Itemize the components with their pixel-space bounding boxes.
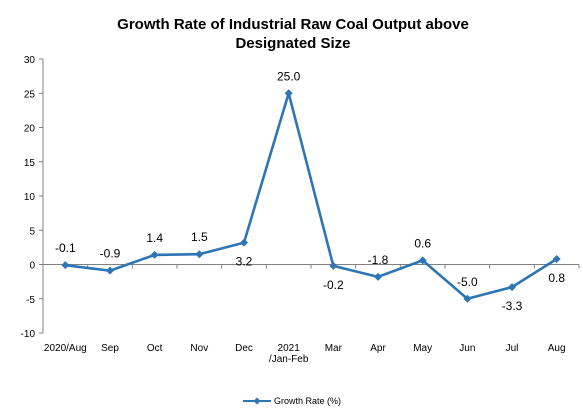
y-tick-label: 25 <box>24 89 36 100</box>
data-label: 1.5 <box>191 230 208 244</box>
y-axis: -10 -5 0 5 10 15 20 25 30 <box>21 55 44 340</box>
x-tick-label: Sep <box>101 343 119 354</box>
data-label: 0.6 <box>414 236 431 250</box>
data-point-marker <box>552 255 561 264</box>
chart-title-line: Designated Size <box>235 35 350 52</box>
data-point-marker <box>463 294 472 303</box>
x-tick-label: Nov <box>190 343 208 354</box>
x-tick-label: Oct <box>147 343 163 354</box>
data-label: 3.2 <box>236 255 253 269</box>
data-label: -3.3 <box>502 299 523 313</box>
data-label: -5.0 <box>457 275 478 289</box>
data-label: -1.8 <box>368 253 389 267</box>
chart-title-line: Growth Rate of Industrial Raw Coal Outpu… <box>117 16 469 33</box>
data-point-marker <box>284 89 293 98</box>
y-tick-label: 20 <box>24 124 36 135</box>
x-tick-label: Jul <box>506 343 519 354</box>
x-tick-label: Jun <box>459 343 475 354</box>
data-label: 1.4 <box>146 231 163 245</box>
y-tick-label: 30 <box>24 55 36 66</box>
data-point-marker <box>240 238 248 247</box>
data-label: 0.8 <box>548 271 565 285</box>
series-line <box>65 91 558 301</box>
data-point-marker <box>195 250 204 259</box>
series-growth-rate <box>61 89 561 303</box>
chart-title: Growth Rate of Industrial Raw Coal Outpu… <box>117 16 469 52</box>
y-tick-label: 5 <box>29 226 35 237</box>
data-labels: -0.1 -0.9 1.4 1.5 3.2 25.0 -0.2 -1.8 0.6 -5.0 -3.3… <box>55 69 565 313</box>
x-tick-label: 2021/Jan-Feb <box>269 343 309 365</box>
y-tick-label: 0 <box>29 261 35 272</box>
data-label: -0.2 <box>323 278 344 292</box>
data-label: 25.0 <box>277 69 301 83</box>
x-axis: 2020/Aug Sep Oct Nov Dec 2021/Jan-Feb Mar Apr Ma… <box>42 264 580 365</box>
data-label: -0.9 <box>100 247 121 261</box>
x-tick-label: Mar <box>325 343 343 354</box>
y-tick-label: 10 <box>24 192 36 203</box>
data-point-marker <box>61 261 70 270</box>
data-point-marker <box>329 261 338 270</box>
data-point-marker <box>374 272 382 281</box>
x-tick-label: Dec <box>235 343 253 354</box>
x-tick-label: 2020/Aug <box>44 343 87 354</box>
legend: Growth Rate (%) <box>243 396 341 406</box>
data-point-marker <box>150 250 159 259</box>
x-tick-label: Aug <box>548 343 566 354</box>
y-tick-label: -5 <box>26 295 35 306</box>
legend-label: Growth Rate (%) <box>274 396 341 406</box>
data-point-marker <box>508 283 516 292</box>
data-label: -0.1 <box>55 241 76 255</box>
x-tick-label: May <box>413 343 432 354</box>
legend-swatch-marker <box>253 397 261 405</box>
y-tick-label: 15 <box>24 158 36 169</box>
x-tick-label: Apr <box>370 343 386 354</box>
y-tick-label: -10 <box>21 329 36 340</box>
data-point-marker <box>418 256 427 265</box>
data-point-marker <box>106 266 114 275</box>
